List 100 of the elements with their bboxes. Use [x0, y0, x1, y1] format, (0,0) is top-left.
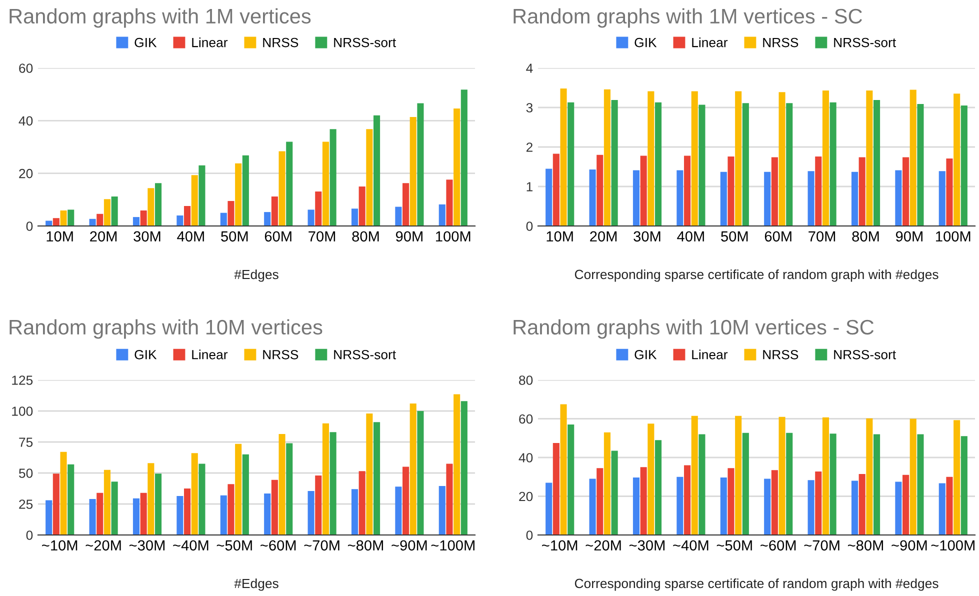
bar: [140, 210, 147, 226]
bar: [132, 498, 140, 535]
bar: [191, 175, 198, 226]
y-tick-label: 20: [519, 492, 533, 502]
bar: [220, 495, 227, 535]
bar: [560, 404, 567, 535]
bar: [822, 90, 829, 226]
bar: [546, 168, 552, 226]
bar: [808, 480, 814, 535]
bar: [96, 492, 104, 535]
x-axis-title: Corresponding sparse certificate of random graph with #edges: [574, 269, 938, 282]
y-tick-label: 0: [26, 530, 33, 540]
legend-label: GIK: [134, 350, 157, 360]
bar: [808, 171, 814, 226]
bar: [858, 474, 866, 535]
bar: [96, 214, 104, 226]
bar: [278, 434, 286, 535]
bar: [278, 151, 286, 226]
x-tick-label: ~70M: [804, 540, 840, 551]
bar: [873, 434, 880, 535]
bar: [691, 416, 698, 535]
bar: [954, 420, 960, 535]
bar: [771, 470, 778, 535]
x-tick-label: ~90M: [892, 540, 927, 551]
bar: [910, 90, 916, 226]
bar: [771, 157, 778, 226]
bar: [764, 478, 771, 535]
bar: [438, 204, 446, 226]
bar: [373, 422, 380, 535]
bar: [604, 89, 610, 226]
y-tick-label: 50: [18, 468, 33, 478]
x-tick-label: ~80M: [348, 540, 383, 551]
bar: [184, 206, 191, 226]
bar: [438, 486, 446, 535]
bar: [184, 488, 191, 535]
bar: [946, 476, 953, 535]
bar: [176, 496, 184, 535]
bar: [742, 103, 749, 226]
bar: [460, 90, 468, 226]
bar: [946, 158, 953, 226]
bar: [822, 417, 829, 535]
x-tick-label: ~80M: [848, 540, 883, 551]
x-tick-label: ~60M: [760, 540, 796, 551]
bar: [132, 217, 140, 226]
bar: [264, 493, 271, 535]
bar: [446, 180, 453, 226]
bar: [198, 165, 206, 226]
bar: [830, 434, 836, 535]
bar: [873, 100, 880, 226]
bar: [676, 476, 684, 535]
bar: [154, 474, 162, 535]
bar: [552, 442, 560, 535]
y-tick-label: 100: [12, 406, 33, 416]
bar: [720, 477, 727, 535]
bar: [778, 416, 786, 535]
x-tick-label: 90M: [896, 231, 922, 242]
x-tick-label: 40M: [177, 231, 204, 242]
y-tick-label: 40: [518, 453, 533, 462]
chart-title: Random graphs with 10M vertices: [10, 319, 322, 339]
bar: [366, 129, 373, 226]
y-tick-label: 0: [526, 530, 533, 540]
bar: [191, 453, 198, 535]
legend-label: NRSS-sort: [334, 350, 396, 360]
legend-label: NRSS-sort: [834, 350, 896, 360]
bar: [589, 170, 596, 226]
y-tick-label: 0: [526, 222, 533, 231]
bar: [104, 199, 110, 226]
bar: [264, 212, 271, 226]
x-tick-label: 100M: [436, 231, 470, 242]
bar: [676, 170, 684, 226]
bar: [235, 444, 242, 535]
x-tick-label: ~10M: [42, 540, 78, 551]
bar: [851, 480, 858, 535]
legend-label: NRSS: [263, 350, 298, 360]
bar: [910, 418, 916, 535]
x-tick-label: 60M: [264, 231, 292, 242]
bar: [589, 478, 596, 535]
x-tick-label: 80M: [852, 231, 879, 242]
y-tick-label: 40: [18, 116, 33, 126]
bar: [460, 401, 468, 535]
bar: [640, 467, 647, 535]
bar: [104, 470, 110, 535]
bar: [417, 411, 424, 535]
x-tick-label: ~50M: [716, 540, 752, 551]
bar: [52, 474, 60, 535]
bar: [242, 155, 249, 226]
bar: [917, 104, 924, 226]
x-tick-label: ~30M: [629, 540, 664, 551]
x-tick-label: 70M: [308, 231, 336, 242]
bar: [52, 218, 60, 226]
legend-label: GIK: [634, 38, 657, 48]
bar: [154, 183, 162, 226]
bar: [604, 432, 610, 535]
x-tick-label: ~50M: [216, 540, 252, 551]
x-tick-label: 70M: [808, 231, 836, 242]
legend-label: GIK: [634, 350, 657, 360]
x-tick-label: ~20M: [586, 540, 621, 551]
bar: [322, 423, 329, 535]
bar: [235, 163, 242, 226]
bar: [917, 434, 924, 535]
